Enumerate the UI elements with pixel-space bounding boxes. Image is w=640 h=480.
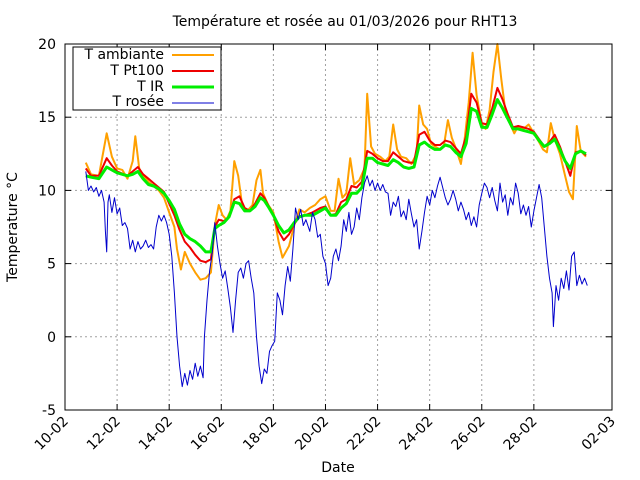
series-line-t-ir — [85, 98, 587, 254]
y-tick-label: 20 — [38, 37, 56, 53]
legend-label-t-pt100: T Pt100 — [109, 63, 164, 79]
y-tick-label: 5 — [47, 257, 56, 273]
x-tick-label: 26-02 — [449, 414, 489, 454]
x-tick-label: 02-03 — [579, 414, 619, 454]
plot-frame — [64, 43, 613, 411]
x-tick-label: 10-02 — [32, 414, 72, 454]
series-line-t-pt100 — [84, 86, 587, 264]
y-axis: -5 0 5 10 15 20 — [38, 37, 612, 419]
x-tick-label: 14-02 — [136, 414, 176, 454]
legend-label-t-rosee: T rosée — [111, 94, 164, 110]
series-line-t-ambiante — [84, 43, 587, 281]
legend-label-t-ir: T IR — [136, 79, 164, 95]
x-tick-label: 28-02 — [501, 414, 541, 454]
legend-label-t-ambiante: T ambiante — [83, 47, 164, 63]
legend-frame — [72, 46, 222, 111]
legend: T ambiante T Pt100 T IR T rosée — [72, 46, 222, 111]
y-tick-label: 10 — [38, 183, 56, 199]
y-tick-label: 15 — [38, 110, 56, 126]
x-tick-label: 20-02 — [292, 414, 332, 454]
x-tick-label: 24-02 — [396, 414, 436, 454]
y-axis-title: Temperature °C — [5, 172, 21, 283]
grid — [65, 44, 612, 410]
series-group — [84, 43, 588, 388]
series-line-t-rosee — [85, 171, 588, 388]
x-tick-label: 12-02 — [84, 414, 124, 454]
chart-title: Température et rosée au 01/03/2026 pour … — [172, 14, 518, 30]
x-axis-title: Date — [321, 460, 354, 476]
y-tick-label: -5 — [42, 403, 56, 419]
y-tick-label: 0 — [47, 330, 56, 346]
x-tick-label: 16-02 — [188, 414, 228, 454]
x-tick-label: 18-02 — [240, 414, 280, 454]
x-tick-label: 22-02 — [344, 414, 384, 454]
